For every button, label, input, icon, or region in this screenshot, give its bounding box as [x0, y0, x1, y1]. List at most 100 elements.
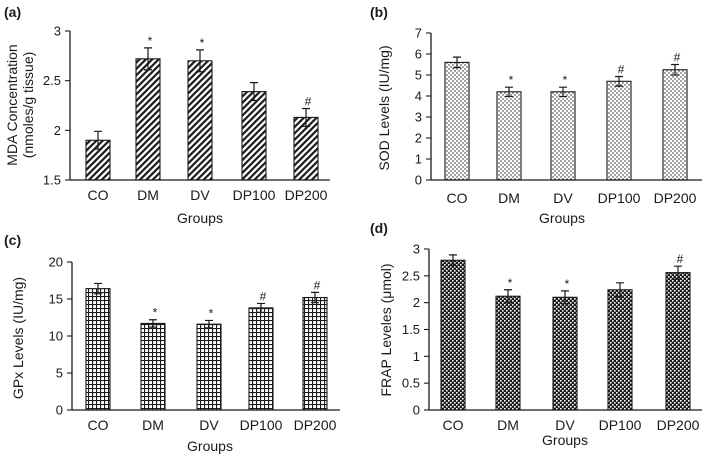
y-tick-label: 6 [415, 47, 422, 62]
bar-dv [187, 60, 213, 181]
category-label: DP100 [599, 417, 642, 433]
bar-dv [196, 323, 222, 411]
category-labels: CO DM DV DP100 DP200 [447, 190, 697, 206]
category-label: DV [199, 417, 219, 433]
significance-mark: # [677, 252, 684, 266]
y-tick-label: 5 [56, 366, 63, 381]
bar-dm [495, 295, 521, 411]
panel-label: (a) [4, 4, 21, 20]
y-tick-labels: 0 5 10 15 20 [49, 255, 72, 418]
significance-mark: * [209, 306, 214, 320]
y-tick-label: 3 [54, 24, 61, 39]
category-label: CO [443, 417, 464, 433]
error-bar [94, 130, 102, 150]
y-tick-label: 0 [415, 173, 422, 188]
category-label: DP100 [233, 187, 276, 203]
significance-mark: * [563, 73, 568, 87]
x-axis-title: Groups [539, 210, 585, 226]
significance-mark: # [305, 94, 312, 108]
bar-dp200 [665, 272, 691, 411]
y-tick-labels: 0 1 2 3 4 5 6 7 [415, 26, 431, 188]
bar-dv [552, 296, 578, 411]
category-label: DP200 [654, 190, 697, 206]
y-tick-label: 0 [413, 403, 420, 418]
bar-dv [550, 91, 576, 181]
category-labels: CO DM DV DP100 DP200 [443, 417, 700, 433]
y-axis-title: SOD Levels (IU/mg) [376, 45, 392, 170]
y-tick-label: 20 [49, 255, 63, 270]
x-axis-title: Groups [542, 432, 588, 448]
category-label: DM [142, 417, 164, 433]
category-label: DV [555, 417, 575, 433]
category-label: CO [88, 417, 109, 433]
error-bar [615, 75, 623, 87]
error-bar [302, 107, 310, 127]
panel-label: (c) [4, 232, 21, 248]
category-label: DP200 [294, 417, 337, 433]
y-tick-labels: 1.5 2 2.5 3 [43, 24, 70, 188]
bar-co [444, 61, 470, 181]
error-bar [674, 265, 682, 280]
y-tick-label: 3 [415, 110, 422, 125]
y-tick-label: 15 [49, 292, 63, 307]
y-tick-labels: 0 0.5 1 1.5 2 2.5 3 [402, 242, 429, 418]
y-axis-title: MDA Concentration [4, 44, 20, 165]
significance-mark: # [260, 289, 267, 303]
panel-label: (d) [370, 220, 388, 236]
panel-label: (b) [370, 4, 388, 20]
y-tick-label: 7 [415, 26, 422, 41]
significance-mark: # [314, 278, 321, 292]
category-label: CO [88, 187, 109, 203]
bar-dp100 [607, 289, 633, 411]
error-bar [149, 319, 157, 328]
y-tick-label: 2.5 [402, 268, 420, 283]
x-axis-title: Groups [187, 438, 233, 454]
bar-dp100 [248, 307, 274, 411]
significance-mark: * [153, 306, 158, 320]
error-bar [504, 289, 512, 304]
y-tick-label: 2 [415, 131, 422, 146]
significance-mark: * [509, 73, 514, 87]
y-tick-label: 0 [56, 403, 63, 418]
bar-dp100 [241, 91, 267, 181]
bars: * * # # [85, 278, 328, 411]
y-tick-label: 1.5 [43, 173, 61, 188]
bar-co [440, 259, 466, 411]
y-tick-label: 2.5 [43, 73, 61, 88]
error-bar [453, 56, 461, 69]
error-bar [561, 290, 569, 305]
y-tick-label: 2 [413, 295, 420, 310]
bar-dp100 [606, 80, 632, 181]
error-bar [559, 86, 567, 98]
category-label: DM [137, 187, 159, 203]
y-axis-title: GPx Levels (IU/mg) [10, 277, 26, 399]
y-tick-label: 10 [49, 329, 63, 344]
significance-mark: * [148, 34, 153, 48]
chart-panel-a: (a) 1.5 2 2.5 3 * * # CO DM DV DP100 DP200 Groups… [4, 4, 330, 226]
bar-dm [496, 91, 522, 181]
error-bar [616, 282, 624, 298]
error-bar [671, 63, 679, 76]
y-tick-label: 3 [413, 242, 420, 257]
category-label: DM [498, 190, 520, 206]
error-bar [144, 47, 152, 71]
bar-dm [135, 58, 161, 181]
significance-mark: # [674, 51, 681, 65]
y-axis-title: FRAP Leveles (μmol) [378, 263, 394, 396]
y-tick-label: 1.5 [402, 322, 420, 337]
error-bar [311, 291, 319, 304]
category-label: DV [553, 190, 573, 206]
category-label: DP100 [240, 417, 283, 433]
y-axis-title-line2: (nmoles/g tissue) [20, 52, 36, 159]
bar-dm [140, 322, 166, 411]
error-bar [257, 302, 265, 313]
category-label: DP200 [285, 187, 328, 203]
error-bar [94, 282, 102, 295]
bars: * * # [85, 34, 319, 181]
category-label: DP200 [657, 417, 700, 433]
bars: * * # [440, 252, 691, 411]
significance-mark: * [565, 277, 570, 291]
error-bar [205, 319, 213, 329]
category-label: CO [447, 190, 468, 206]
